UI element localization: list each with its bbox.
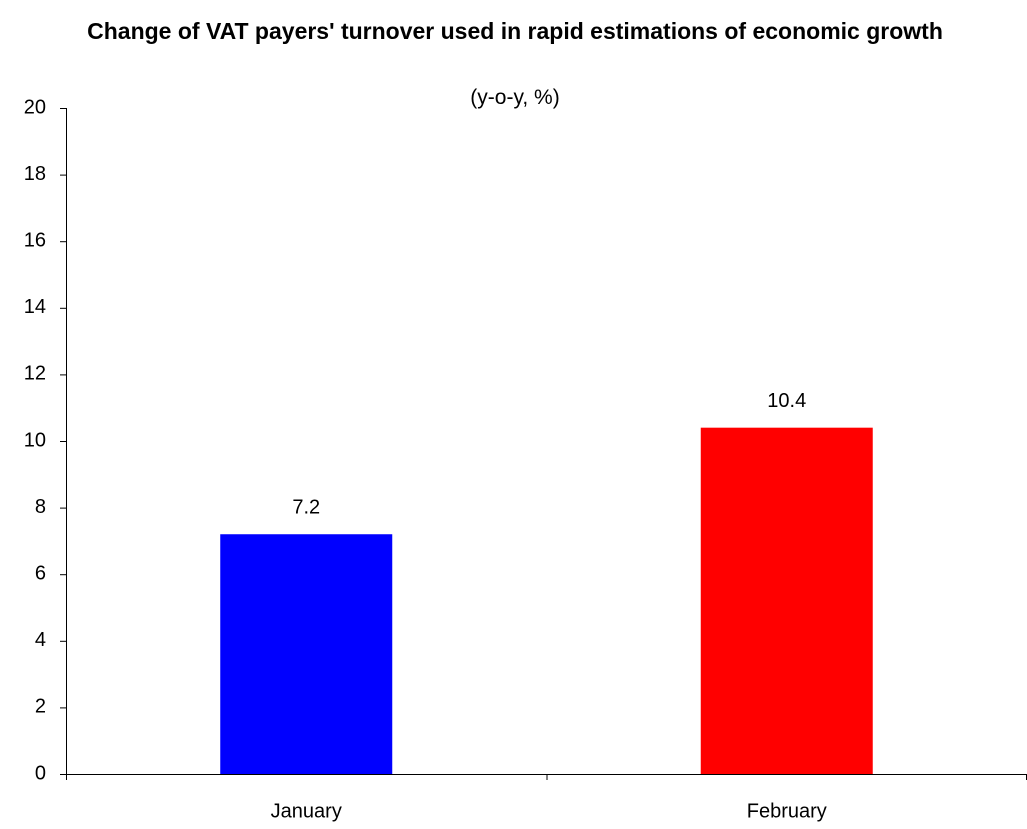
x-tick-label: February (747, 800, 827, 822)
chart-subtitle: (y-o-y, %) (470, 86, 560, 109)
data-label: 10.4 (767, 390, 806, 412)
bar (700, 427, 873, 774)
x-tick-label: January (271, 800, 342, 822)
y-tick-label: 10 (24, 429, 46, 451)
y-tick-label: 16 (24, 229, 46, 251)
y-tick-label: 2 (35, 696, 46, 718)
y-tick-label: 12 (24, 363, 46, 385)
y-tick-label: 14 (24, 296, 46, 318)
data-label: 7.2 (292, 497, 320, 519)
y-tick-label: 0 (35, 762, 46, 784)
y-tick-label: 20 (24, 96, 46, 118)
y-tick-label: 18 (24, 163, 46, 185)
y-tick-label: 8 (35, 496, 46, 518)
y-tick-label: 4 (35, 629, 46, 651)
chart-title: Change of VAT payers' turnover used in r… (87, 18, 943, 44)
bar (220, 534, 393, 774)
y-tick-label: 6 (35, 562, 46, 584)
